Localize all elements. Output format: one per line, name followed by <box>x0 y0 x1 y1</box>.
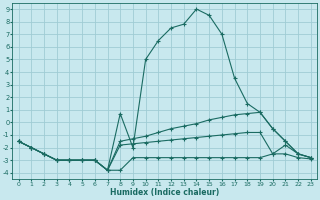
X-axis label: Humidex (Indice chaleur): Humidex (Indice chaleur) <box>110 188 219 197</box>
